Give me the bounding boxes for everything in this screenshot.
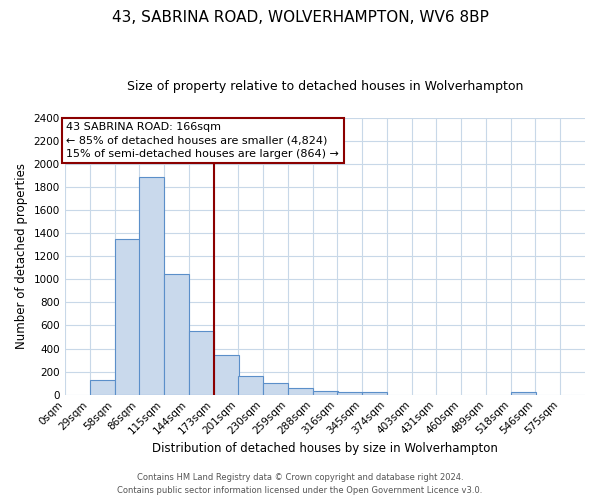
Title: Size of property relative to detached houses in Wolverhampton: Size of property relative to detached ho…: [127, 80, 523, 93]
Bar: [214, 356, 239, 395]
Bar: [511, 392, 536, 394]
Text: 43, SABRINA ROAD, WOLVERHAMPTON, WV6 8BP: 43, SABRINA ROAD, WOLVERHAMPTON, WV6 8BP: [112, 10, 488, 25]
Bar: [115, 239, 140, 394]
Bar: [263, 382, 288, 394]
Bar: [362, 392, 387, 394]
Bar: [189, 332, 214, 394]
Bar: [139, 176, 164, 394]
Bar: [89, 380, 115, 394]
Bar: [337, 392, 362, 394]
Y-axis label: Number of detached properties: Number of detached properties: [15, 164, 28, 350]
Text: Contains HM Land Registry data © Crown copyright and database right 2024.
Contai: Contains HM Land Registry data © Crown c…: [118, 474, 482, 495]
X-axis label: Distribution of detached houses by size in Wolverhampton: Distribution of detached houses by size …: [152, 442, 498, 455]
Bar: [313, 392, 338, 394]
Bar: [288, 388, 313, 394]
Text: 43 SABRINA ROAD: 166sqm
← 85% of detached houses are smaller (4,824)
15% of semi: 43 SABRINA ROAD: 166sqm ← 85% of detache…: [67, 122, 339, 159]
Bar: [238, 376, 263, 394]
Bar: [164, 274, 189, 394]
